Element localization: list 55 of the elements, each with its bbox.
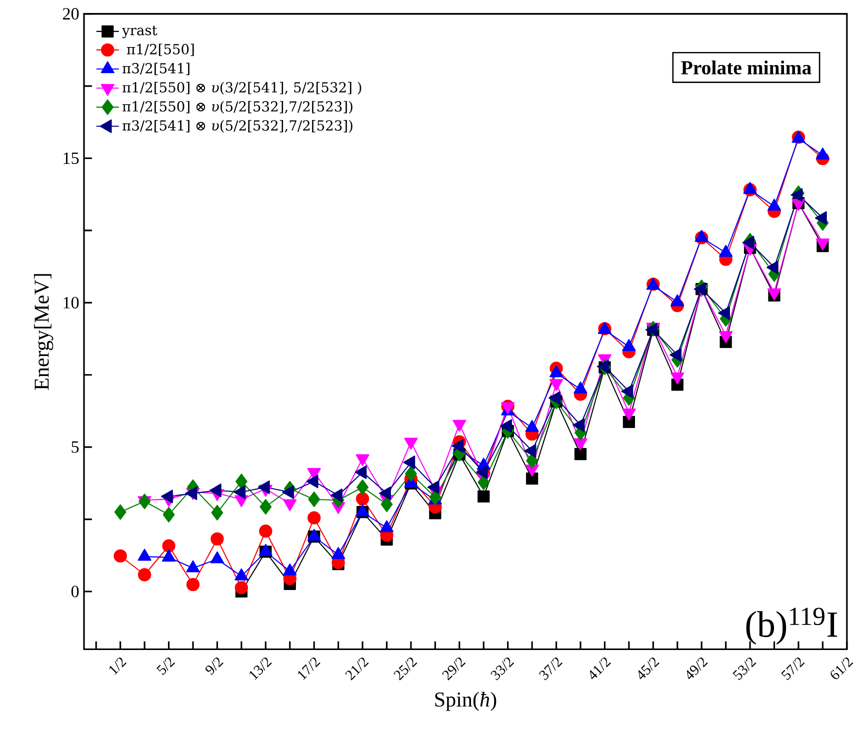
x-tick-label: 13/2	[249, 657, 272, 680]
point	[162, 539, 176, 552]
point	[356, 492, 370, 506]
point	[186, 578, 200, 592]
point	[526, 452, 538, 468]
point	[235, 474, 248, 490]
point	[404, 466, 417, 482]
x-tick-label: 21/2	[345, 657, 369, 680]
point	[138, 568, 152, 582]
annotation: (b)$^{119}$I	[746, 608, 838, 645]
point	[234, 581, 248, 594]
y-axis-title: Energy[MeV]	[34, 274, 54, 390]
x-tick-label: 45/2	[638, 657, 660, 680]
legend-label: π1/2[550] ⊗ υ(5/2[532],7/2[523])	[122, 100, 352, 114]
point	[259, 524, 272, 538]
y-tick-label: 10	[64, 296, 79, 308]
x-tick-label: 29/2	[442, 657, 466, 680]
point	[380, 496, 393, 512]
point	[308, 491, 320, 508]
point	[478, 490, 490, 502]
x-tick-label: 9/2	[206, 657, 224, 675]
legend-label: π3/2[541] ⊗ υ(5/2[532],7/2[523])	[122, 120, 352, 133]
y-tick-label: 15	[64, 152, 79, 164]
x-tick-label: 1/2	[109, 657, 127, 675]
y-tick-label: 5	[72, 441, 79, 453]
x-tick-label: 33/2	[490, 657, 514, 680]
point	[114, 549, 127, 562]
point	[114, 504, 126, 520]
x-tick-label: 49/2	[686, 657, 708, 680]
x-tick-label: 41/2	[590, 657, 611, 680]
point	[478, 474, 490, 490]
legend-label: π3/2[541]	[122, 62, 190, 76]
x-tick-label: 37/2	[538, 657, 563, 680]
point	[162, 506, 175, 522]
point	[210, 532, 224, 546]
legend-label: π1/2[550]	[126, 44, 194, 56]
point	[429, 489, 442, 506]
x-axis-title: Spin(ħ)	[435, 692, 496, 711]
point	[526, 472, 538, 485]
x-tick-label: 61/2	[830, 657, 854, 679]
y-tick-label: 0	[71, 586, 79, 598]
point	[356, 479, 368, 495]
legend-label: π1/2[550] ⊗ υ(3/2[541], 5/2[532] )	[122, 82, 362, 94]
x-tick-label: 17/2	[298, 657, 320, 680]
y-tick-label: 20	[62, 8, 79, 20]
annotation: Prolate minima	[681, 60, 812, 74]
x-tick-label: 25/2	[394, 657, 418, 680]
point	[574, 448, 587, 460]
x-tick-label: 53/2	[732, 657, 756, 680]
point	[260, 499, 272, 515]
legend-label: yrast	[122, 26, 158, 38]
point	[211, 504, 224, 520]
x-tick-label: 57/2	[781, 657, 805, 680]
x-tick-label: 5/2	[156, 657, 175, 675]
point	[307, 511, 321, 524]
